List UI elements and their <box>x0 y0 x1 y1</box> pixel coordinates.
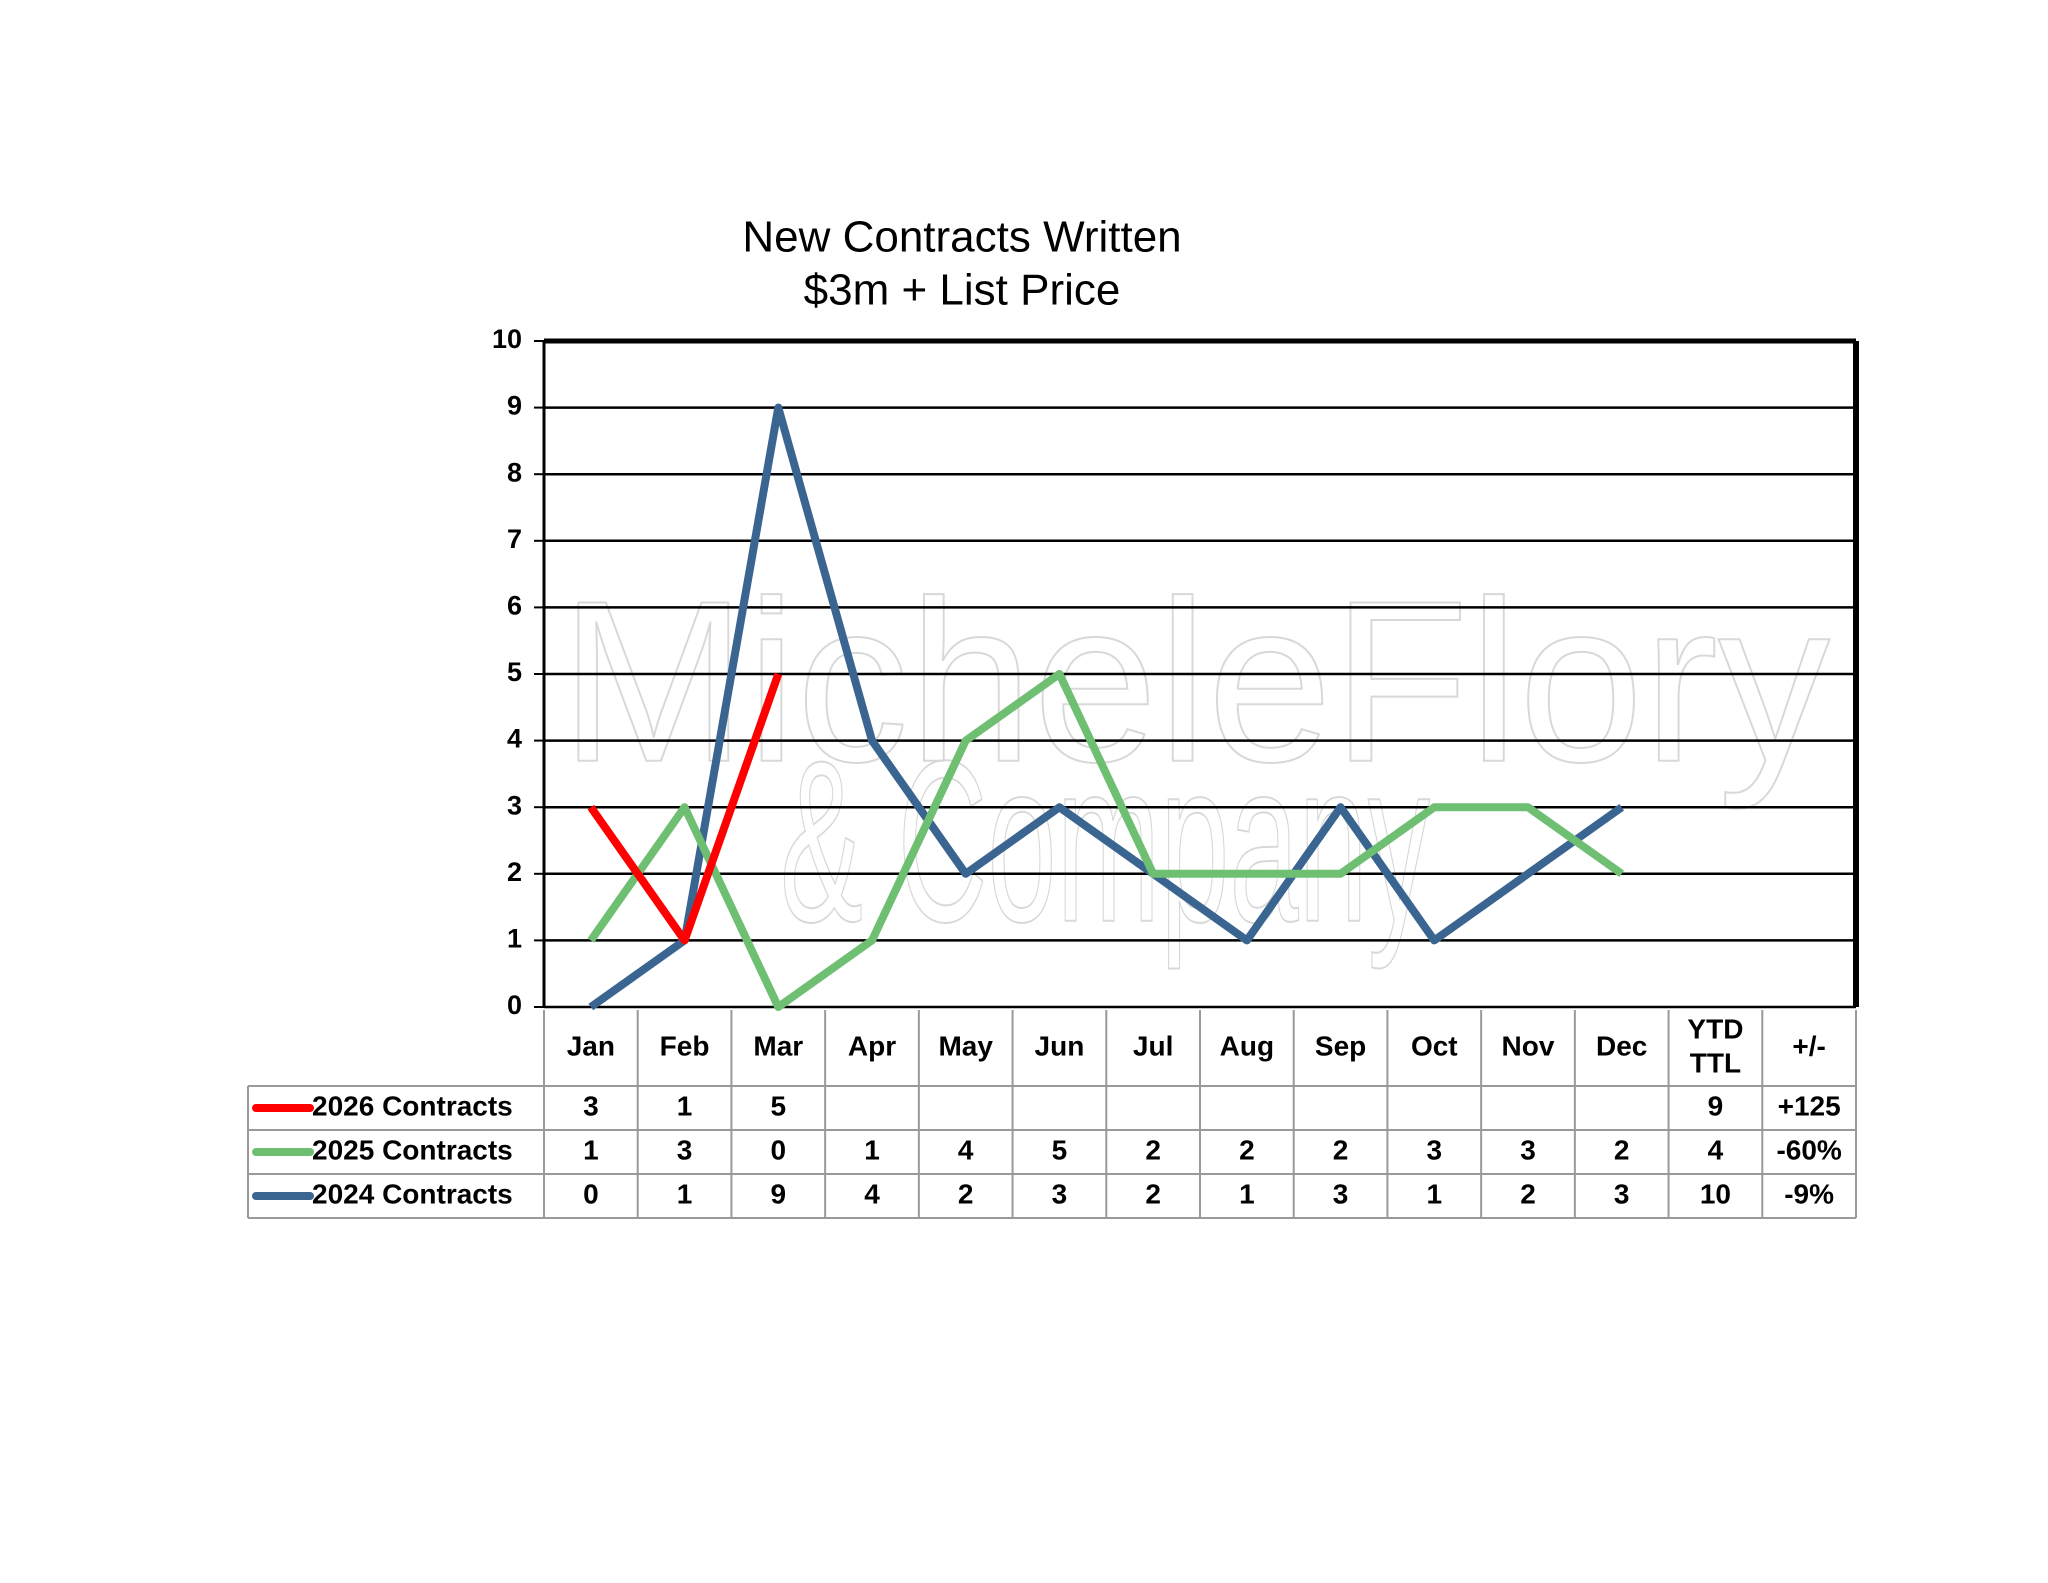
table-value: 3 <box>1520 1134 1536 1165</box>
y-tick-label: 3 <box>507 790 522 820</box>
series-line <box>587 670 1625 1011</box>
table-value: 4 <box>958 1134 974 1165</box>
x-tick-label: Dec <box>1596 1030 1647 1061</box>
table-change: -9% <box>1784 1178 1834 1209</box>
x-tick-label: Nov <box>1502 1030 1555 1061</box>
table-value: 2 <box>958 1178 974 1209</box>
table-value: 2 <box>1333 1134 1349 1165</box>
y-tick-label: 0 <box>507 990 522 1020</box>
legend-label: 2024 Contracts <box>312 1178 513 1209</box>
table-value: 1 <box>864 1134 880 1165</box>
chart-title: New Contracts Written <box>742 213 1181 262</box>
y-tick-label: 8 <box>507 457 522 487</box>
table-value: 2 <box>1614 1134 1630 1165</box>
table-value: 9 <box>770 1178 786 1209</box>
table-ytd: 4 <box>1708 1134 1724 1165</box>
y-tick-label: 7 <box>507 524 522 554</box>
table-value: 1 <box>583 1134 599 1165</box>
x-tick-label: May <box>938 1030 993 1061</box>
table-header: YTD <box>1687 1013 1743 1044</box>
table-value: 5 <box>1052 1134 1068 1165</box>
table-header: TTL <box>1690 1047 1741 1078</box>
table-value: 3 <box>1052 1178 1068 1209</box>
table-change: +125 <box>1778 1090 1841 1121</box>
table-change: -60% <box>1776 1134 1841 1165</box>
x-tick-label: Jan <box>567 1030 615 1061</box>
table-value: 1 <box>677 1178 693 1209</box>
x-tick-label: Aug <box>1220 1030 1274 1061</box>
x-tick-label: Sep <box>1315 1030 1366 1061</box>
y-tick-label: 4 <box>507 724 522 754</box>
table-header: +/- <box>1792 1030 1825 1061</box>
legend-label: 2025 Contracts <box>312 1134 513 1165</box>
table-value: 2 <box>1145 1178 1161 1209</box>
x-tick-label: Apr <box>848 1030 896 1061</box>
legend-label: 2026 Contracts <box>312 1090 513 1121</box>
table-value: 1 <box>677 1090 693 1121</box>
y-tick-label: 9 <box>507 391 522 421</box>
series-line <box>588 403 1625 1011</box>
table-value: 0 <box>770 1134 786 1165</box>
table-value: 4 <box>864 1178 880 1209</box>
x-tick-label: Feb <box>660 1030 710 1061</box>
table-value: 3 <box>1333 1178 1349 1209</box>
y-tick-label: 5 <box>507 657 522 687</box>
table-value: 2 <box>1145 1134 1161 1165</box>
table-value: 5 <box>770 1090 786 1121</box>
chart-subtitle: $3m + List Price <box>804 266 1121 315</box>
y-tick-label: 1 <box>507 924 522 954</box>
table-ytd: 9 <box>1708 1090 1724 1121</box>
table-value: 3 <box>583 1090 599 1121</box>
x-tick-label: Oct <box>1411 1030 1458 1061</box>
x-tick-label: Jul <box>1133 1030 1173 1061</box>
y-tick-label: 10 <box>492 324 522 354</box>
series-line <box>587 672 783 945</box>
x-tick-label: Jun <box>1035 1030 1085 1061</box>
y-tick-label: 6 <box>507 591 522 621</box>
table-value: 1 <box>1426 1178 1442 1209</box>
table-ytd: 10 <box>1700 1178 1731 1209</box>
table-value: 3 <box>1614 1178 1630 1209</box>
x-tick-label: Mar <box>753 1030 803 1061</box>
table-value: 3 <box>677 1134 693 1165</box>
table-value: 3 <box>1426 1134 1442 1165</box>
table-value: 1 <box>1239 1178 1255 1209</box>
y-tick-label: 2 <box>507 857 522 887</box>
table-value: 2 <box>1239 1134 1255 1165</box>
table-value: 0 <box>583 1178 599 1209</box>
table-value: 2 <box>1520 1178 1536 1209</box>
watermark: MicheleFlory <box>560 553 1830 810</box>
